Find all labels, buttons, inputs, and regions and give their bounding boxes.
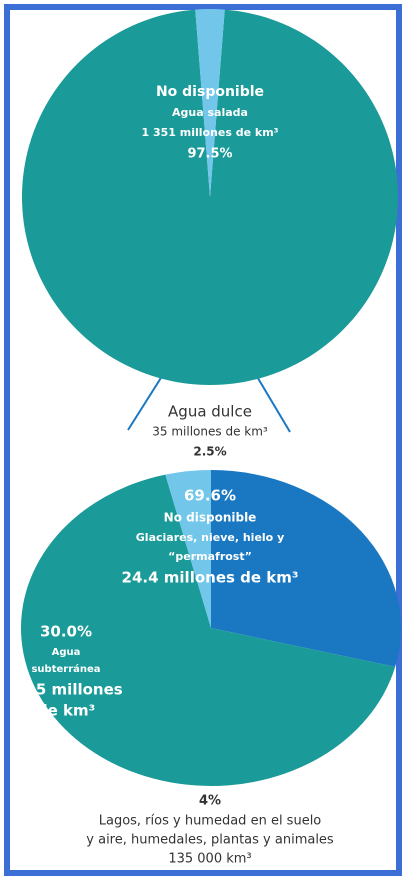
pie-slice: [165, 470, 211, 628]
pie-slice: [21, 474, 396, 786]
slice-label: Lagos, ríos y humedad en el suelo: [99, 814, 322, 829]
value-label: 69.6%: [184, 487, 236, 505]
slice-label: 135 000 km³: [168, 852, 251, 867]
slice-label: Glaciares, nieve, hielo y: [136, 531, 284, 544]
slice-label: y aire, humedales, plantas y animales: [86, 833, 334, 848]
pie-slice: [195, 8, 225, 197]
slice-label: 24.4 millones de km³: [122, 569, 299, 587]
value-label: 2.5%: [193, 445, 226, 459]
slice-label: “permafrost”: [168, 550, 252, 563]
slice-label: subterránea: [31, 663, 100, 675]
slice-label: de km³: [37, 702, 95, 720]
value-label: 30.0%: [40, 623, 92, 641]
pie-slice: [211, 470, 401, 667]
pie-slice: [21, 9, 399, 385]
slice-label: Agua dulce: [168, 403, 252, 421]
frame: [4, 4, 402, 876]
slice-label: 1 351 millones de km³: [141, 126, 278, 139]
slice-label: 35 millones de km³: [152, 425, 268, 439]
slice-label: No disponible: [164, 511, 257, 525]
slice-label: 10.5 millones: [9, 681, 122, 699]
value-label: 97.5%: [187, 147, 232, 162]
slice-label: No disponible: [156, 84, 264, 100]
value-label: 4%: [199, 794, 221, 809]
slice-label: Agua salada: [172, 106, 248, 119]
slice-label: Agua: [52, 647, 81, 658]
